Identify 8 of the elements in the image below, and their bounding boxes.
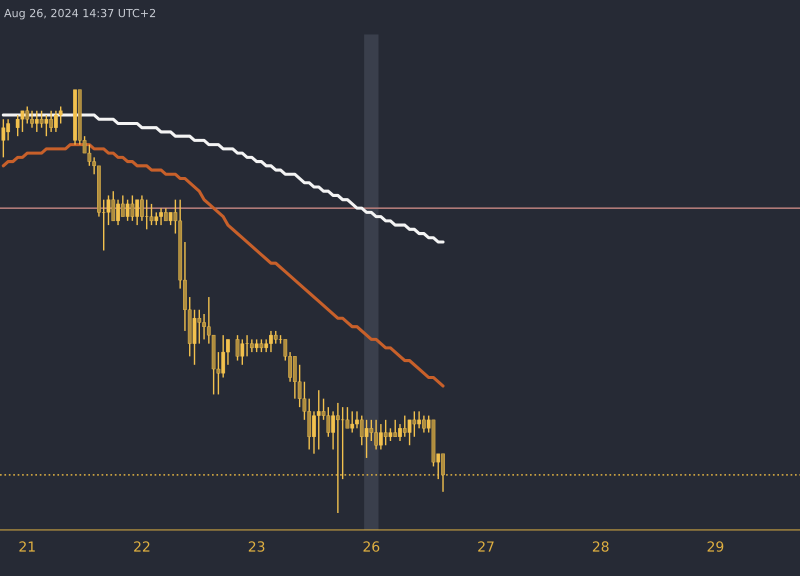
- x-tick-label: 29: [708, 541, 724, 552]
- x-tick-label: 26: [364, 541, 380, 552]
- x-tick-label: 28: [592, 541, 609, 552]
- x-tick-label: 23: [248, 541, 264, 552]
- x-tick-label: 27: [478, 541, 494, 552]
- text: Aug 26, 2024 14:37 UTC+2: [4, 8, 156, 20]
- x-tick-label: 21: [19, 541, 35, 552]
- x-tick-label: 22: [134, 541, 150, 552]
